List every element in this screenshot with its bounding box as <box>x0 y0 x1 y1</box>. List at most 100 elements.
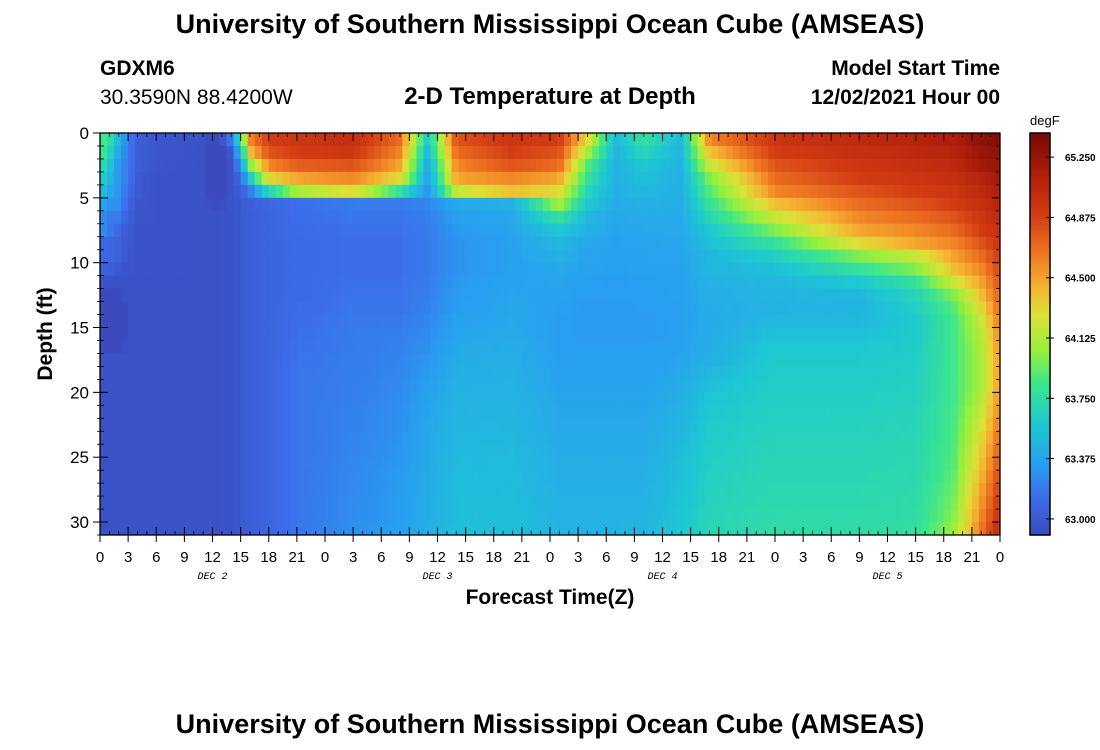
heatmap-cell <box>620 405 628 419</box>
heatmap-cell <box>325 353 333 368</box>
heatmap-cell <box>402 301 410 316</box>
heatmap-cell <box>908 223 917 238</box>
heatmap-cell <box>184 496 193 510</box>
heatmap-cell <box>796 509 804 523</box>
heatmap-cell <box>817 288 825 303</box>
heatmap-cell <box>929 483 938 497</box>
heatmap-cell <box>901 249 910 264</box>
heatmap-cell <box>128 379 136 393</box>
heatmap-cell <box>852 483 860 497</box>
page-title: University of Southern Mississippi Ocean… <box>175 9 925 39</box>
heatmap-cell <box>901 353 910 368</box>
heatmap-cell <box>212 236 221 251</box>
heatmap-cell <box>430 379 439 393</box>
heatmap-cell <box>971 444 980 458</box>
heatmap-cell <box>845 145 853 160</box>
heatmap-cell <box>704 301 713 316</box>
heatmap-cell <box>887 327 896 342</box>
heatmap-cell <box>760 327 769 342</box>
heatmap-cell <box>711 418 720 432</box>
heatmap-cell <box>303 171 312 186</box>
heatmap-cell <box>325 275 333 290</box>
heatmap-cell <box>704 275 713 290</box>
heatmap-cell <box>374 210 382 225</box>
heatmap-cell <box>261 249 270 264</box>
heatmap-cell <box>198 171 207 186</box>
heatmap-cell <box>142 262 150 277</box>
heatmap-cell <box>268 522 277 535</box>
heatmap-cell <box>711 288 720 303</box>
heatmap-cell <box>648 509 657 523</box>
heatmap-cell <box>753 379 762 393</box>
heatmap-cell <box>690 145 699 160</box>
heatmap-cell <box>732 262 741 277</box>
heatmap-cell <box>957 509 966 523</box>
heatmap-cell <box>985 236 994 251</box>
heatmap-cell <box>303 470 312 484</box>
heatmap-cell <box>859 158 868 173</box>
x-tick-label: 0 <box>321 549 329 566</box>
heatmap-cell <box>992 366 1000 380</box>
colorbar-segment <box>1030 529 1050 534</box>
heatmap-cell <box>817 158 825 173</box>
heatmap-cell <box>100 379 108 393</box>
heatmap-cell <box>500 197 509 212</box>
heatmap-cell <box>690 366 699 380</box>
heatmap-cell <box>648 444 657 458</box>
heatmap-cell <box>367 145 375 160</box>
heatmap-cell <box>388 133 396 147</box>
heatmap-cell <box>268 275 277 290</box>
heatmap-cell <box>107 223 115 238</box>
heatmap-cell <box>746 314 755 329</box>
heatmap-cell <box>662 249 671 264</box>
heatmap-cell <box>149 133 157 147</box>
heatmap-cell <box>296 223 305 238</box>
heatmap-cell <box>760 223 769 238</box>
heatmap-cell <box>226 158 235 173</box>
heatmap-cell <box>578 340 586 355</box>
heatmap-cell <box>943 184 952 199</box>
heatmap-cell <box>310 262 319 277</box>
heatmap-cell <box>592 327 600 342</box>
heatmap-cell <box>135 353 143 368</box>
heatmap-cell <box>360 288 368 303</box>
heatmap-cell <box>395 210 403 225</box>
heatmap-cell <box>929 366 938 380</box>
heatmap-cell <box>458 340 467 355</box>
colorbar-segment <box>1030 210 1050 214</box>
heatmap-cell <box>500 327 509 342</box>
heatmap-cell <box>142 133 150 147</box>
heatmap-cell <box>606 418 614 432</box>
heatmap-cell <box>381 444 389 458</box>
heatmap-cell <box>782 379 790 393</box>
day-label: DEC 4 <box>647 572 677 583</box>
heatmap-cell <box>521 392 530 406</box>
heatmap-cell <box>212 405 221 419</box>
heatmap-cell <box>922 249 931 264</box>
colorbar-segment <box>1030 170 1050 174</box>
heatmap-cell <box>662 470 671 484</box>
heatmap-cell <box>578 262 586 277</box>
heatmap-cell <box>458 145 467 160</box>
heatmap-cell <box>254 444 263 458</box>
heatmap-cell <box>838 340 846 355</box>
heatmap-cell <box>810 327 818 342</box>
heatmap-cell <box>606 353 614 368</box>
heatmap-cell <box>346 405 354 419</box>
heatmap-cell <box>416 509 425 523</box>
colorbar-segment <box>1030 140 1050 144</box>
heatmap-cell <box>142 158 150 173</box>
heatmap-cell <box>789 145 797 160</box>
heatmap-cell <box>486 353 495 368</box>
heatmap-cell <box>514 171 523 186</box>
heatmap-cell <box>303 418 312 432</box>
heatmap-cell <box>430 236 439 251</box>
heatmap-cell <box>978 431 987 445</box>
heatmap-cell <box>170 392 178 406</box>
heatmap-cell <box>451 340 460 355</box>
heatmap-cell <box>535 431 544 445</box>
heatmap-cell <box>219 327 228 342</box>
heatmap-cell <box>683 288 692 303</box>
heatmap-cell <box>514 444 523 458</box>
heatmap-cell <box>226 483 235 497</box>
